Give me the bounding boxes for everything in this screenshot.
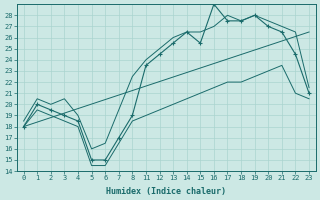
X-axis label: Humidex (Indice chaleur): Humidex (Indice chaleur) — [106, 187, 226, 196]
